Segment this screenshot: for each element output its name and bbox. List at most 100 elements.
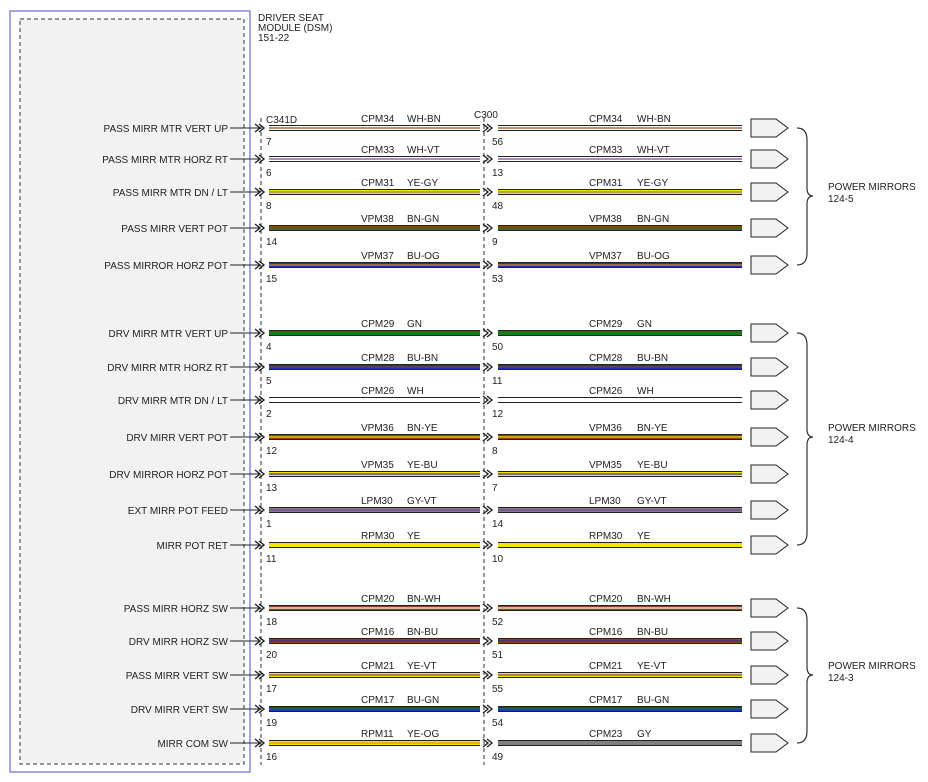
pin-arrow-icon — [482, 328, 490, 338]
circuit-label-left: CPM29 — [361, 319, 395, 330]
pin-arrow-icon — [258, 469, 266, 479]
pin-arrow-icon — [486, 670, 494, 680]
pin-number-left: 15 — [266, 274, 278, 285]
wire-row: DRV MIRROR HORZ POT 13 7 VPM35 YE-BU VPM35 YE-… — [109, 460, 789, 494]
wire-color-label-right: GY — [637, 729, 652, 740]
wire-segment — [269, 262, 480, 268]
pin-arrow-icon — [258, 505, 266, 515]
mirror-connector-pin — [750, 149, 789, 169]
wire-color-label-right: GY-VT — [637, 496, 667, 507]
pin-arrow-icon — [254, 432, 262, 442]
wire-color-label-left: GY-VT — [407, 496, 437, 507]
mirror-connector-pin — [750, 535, 789, 555]
wire-stripe-color — [498, 607, 742, 609]
circuit-label-left: CPM17 — [361, 695, 395, 706]
wire-segment — [269, 330, 480, 336]
connector-c300-label: C300 — [474, 110, 498, 121]
wire-stripe-color — [498, 674, 742, 676]
wire-segment — [269, 605, 480, 611]
pin-arrow-icon — [254, 395, 262, 405]
pin-number-left: 1 — [266, 519, 272, 530]
wire-stripe-color — [269, 708, 480, 710]
wire-color-label-left: WH — [407, 386, 424, 397]
pin-number-left: 2 — [266, 409, 272, 420]
wire-segment — [498, 471, 742, 477]
circuit-label-right: CPM33 — [589, 145, 623, 156]
circuit-label-right: CPM17 — [589, 695, 623, 706]
wire-segment — [269, 507, 480, 513]
pin-arrow-icon — [482, 260, 490, 270]
pin-arrow-icon — [258, 260, 266, 270]
mirror-connector-pin — [750, 323, 789, 343]
wire-color-label-right: YE-VT — [637, 661, 666, 672]
pin-arrow-icon — [254, 123, 262, 133]
pin-arrow-icon — [486, 395, 494, 405]
connector-c341d-label: C341D — [266, 115, 297, 126]
wire-color-label-right: YE-GY — [637, 178, 668, 189]
pin-arrow-icon — [258, 395, 266, 405]
wire-segment — [269, 471, 480, 477]
wire-row: DRV MIRR HORZ SW 20 51 CPM16 BN-BU CPM16 BN-BU — [129, 627, 789, 661]
circuit-label-right: CPM23 — [589, 729, 623, 740]
wire-segment — [269, 706, 480, 712]
wire-color-label-right: BN-GN — [637, 214, 669, 225]
wire-segment — [498, 706, 742, 712]
circuit-label-right: CPM20 — [589, 594, 623, 605]
pin-arrow-icon — [258, 670, 266, 680]
circuit-label-right: RPM30 — [589, 531, 623, 542]
wire-color-label-left: WH-BN — [407, 114, 441, 125]
pin-arrow-icon — [486, 469, 494, 479]
module-title: DRIVER SEAT MODULE (DSM) 151-22 — [258, 13, 332, 44]
group-label: 124-5 — [828, 194, 854, 205]
circuit-label-left: RPM30 — [361, 531, 395, 542]
wire-color-label-right: BN-WH — [637, 594, 671, 605]
pin-arrow-icon — [254, 328, 262, 338]
pin-arrow-icon — [486, 540, 494, 550]
signal-label: PASS MIRR MTR VERT UP — [104, 124, 229, 135]
pin-arrow-icon — [482, 154, 490, 164]
mirror-connector-pin — [750, 255, 789, 275]
wire-segment — [498, 189, 742, 195]
wire-segment — [498, 364, 742, 370]
wire-segment — [269, 156, 480, 162]
pin-number-left: 17 — [266, 684, 278, 695]
wire-segment — [498, 156, 742, 162]
pin-arrow-icon — [254, 704, 262, 714]
wire-row: DRV MIRR VERT POT 12 8 VPM36 BN-YE VPM36 BN-YE — [126, 423, 789, 457]
pin-arrow-icon — [258, 540, 266, 550]
signal-label: DRV MIRR MTR VERT UP — [109, 329, 229, 340]
pin-number-right: 10 — [492, 554, 504, 565]
wire-stripe-color — [498, 191, 742, 193]
pin-arrow-icon — [258, 603, 266, 613]
wire-stripe-color — [269, 366, 480, 368]
pin-arrow-icon — [254, 154, 262, 164]
wire-segment — [269, 672, 480, 678]
wire-segment — [269, 740, 480, 746]
signal-label: PASS MIRR VERT SW — [126, 671, 229, 682]
circuit-label-left: CPM33 — [361, 145, 395, 156]
circuit-label-left: VPM36 — [361, 423, 394, 434]
pin-arrow-icon — [486, 223, 494, 233]
pin-number-left: 18 — [266, 617, 278, 628]
mirror-connector-pin — [750, 733, 789, 753]
pin-arrow-icon — [258, 362, 266, 372]
pin-arrow-icon — [486, 603, 494, 613]
wire-color-label-right: WH-VT — [637, 145, 670, 156]
pin-arrow-icon — [486, 704, 494, 714]
wire-color-label-right: YE-BU — [637, 460, 668, 471]
pin-arrow-icon — [258, 432, 266, 442]
circuit-label-right: CPM29 — [589, 319, 623, 330]
wire-color-label-left: BN-GN — [407, 214, 439, 225]
wire-stripe-color — [498, 158, 742, 160]
wire-row: DRV MIRR MTR HORZ RT 5 11 CPM28 BU-BN CPM28 BU… — [107, 353, 789, 387]
wire-row: PASS MIRR MTR VERT UP 7 56 CPM34 WH-BN CPM34 W… — [104, 114, 789, 148]
pin-number-left: 11 — [266, 554, 277, 565]
circuit-label-left: LPM30 — [361, 496, 393, 507]
wire-segment — [269, 638, 480, 644]
module-title-line: DRIVER SEAT — [258, 13, 324, 24]
mirror-connector-pin — [750, 631, 789, 651]
module-inner-box — [19, 18, 245, 765]
pin-arrow-icon — [482, 123, 490, 133]
